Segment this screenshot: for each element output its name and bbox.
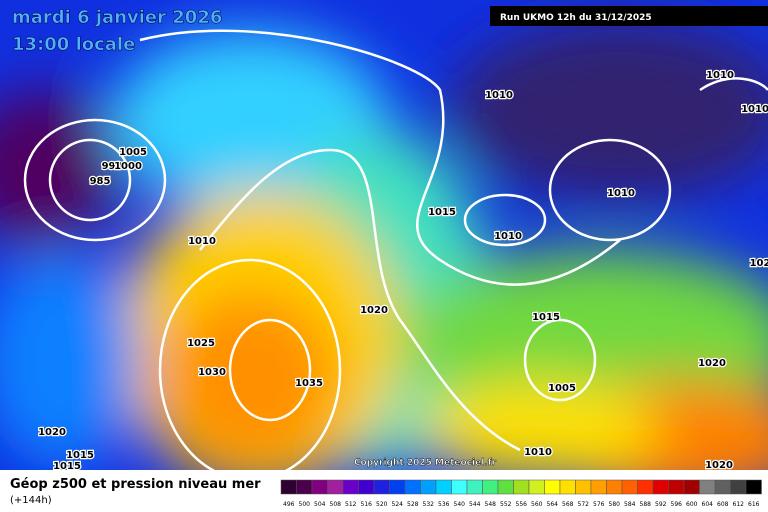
color-swatch <box>327 479 344 495</box>
copyright: Copyright 2025 Meteociel.fr <box>354 458 497 468</box>
color-swatch <box>296 479 313 495</box>
color-swatch <box>730 479 747 495</box>
level-label: 496 <box>283 501 295 508</box>
isobar-label: 1015 <box>428 207 456 218</box>
color-swatch <box>606 479 623 495</box>
isobar-label: 1010 <box>706 70 734 81</box>
isobar-label: 1020 <box>360 305 388 316</box>
color-swatch <box>683 479 700 495</box>
color-swatch <box>389 479 406 495</box>
level-label: 588 <box>640 501 652 508</box>
color-swatch <box>404 479 421 495</box>
color-swatch <box>311 479 328 495</box>
level-label: 516 <box>361 501 373 508</box>
color-swatch <box>497 479 514 495</box>
color-swatch <box>358 479 375 495</box>
isobar-label: 1015 <box>53 461 81 472</box>
color-swatch <box>544 479 561 495</box>
isobar-label: 1020 <box>698 358 726 369</box>
level-label: 580 <box>609 501 621 508</box>
level-label: 540 <box>454 501 466 508</box>
color-swatch <box>280 479 297 495</box>
isobar-label: 1005 <box>119 147 147 158</box>
field <box>0 0 768 500</box>
level-label: 616 <box>748 501 760 508</box>
isobar-label: 985 <box>90 176 111 187</box>
footer-title: Géop z500 et pression niveau mer <box>10 477 261 492</box>
color-swatch <box>559 479 576 495</box>
color-swatch <box>668 479 685 495</box>
level-label: 604 <box>702 501 714 508</box>
level-label: 572 <box>578 501 590 508</box>
isobar-label: 1035 <box>295 378 323 389</box>
footer-lead: (+144h) <box>10 495 52 506</box>
isobar-label: 1020 <box>705 460 733 471</box>
isobar-label: 1010 <box>607 188 635 199</box>
color-swatch <box>482 479 499 495</box>
color-swatch <box>745 479 762 495</box>
level-label: 568 <box>562 501 574 508</box>
isobar-label: 1010 <box>485 90 513 101</box>
level-label: 532 <box>423 501 435 508</box>
color-swatch <box>466 479 483 495</box>
level-label: 592 <box>655 501 667 508</box>
isobar-label: 1025 <box>187 338 215 349</box>
isobar-label: 1015 <box>532 312 560 323</box>
level-label: 544 <box>469 501 481 508</box>
level-label: 520 <box>376 501 388 508</box>
isobar-label: 1010 <box>494 231 522 242</box>
isobar-label: 1030 <box>198 367 226 378</box>
level-label: 584 <box>624 501 636 508</box>
level-label: 596 <box>671 501 683 508</box>
color-swatch <box>621 479 638 495</box>
level-label: 552 <box>500 501 512 508</box>
color-swatch <box>342 479 359 495</box>
isobar-label: 1015 <box>66 450 94 461</box>
level-label: 504 <box>314 501 326 508</box>
level-label: 528 <box>407 501 419 508</box>
level-label: 508 <box>330 501 342 508</box>
level-label: 524 <box>392 501 404 508</box>
isobar-label: 1000 <box>114 161 142 172</box>
color-swatch <box>435 479 452 495</box>
color-swatch <box>699 479 716 495</box>
colorbar: 496 500 504 508 512 516 520 524 528 532 536 540 544 5… <box>280 479 762 508</box>
isobar-labels: 1005 990 985 1000 1010 1025 1030 1035 10… <box>37 69 768 474</box>
level-label: 576 <box>593 501 605 508</box>
isobar-label: 990 <box>102 161 123 172</box>
level-label: 556 <box>516 501 528 508</box>
color-swatch <box>513 479 530 495</box>
level-label: 500 <box>299 501 311 508</box>
level-label: 564 <box>547 501 559 508</box>
level-label: 548 <box>485 501 497 508</box>
isobar-label: 1020 <box>38 427 66 438</box>
color-swatch <box>590 479 607 495</box>
isobar-label: 1005 <box>548 383 576 394</box>
color-swatch <box>528 479 545 495</box>
date: mardi 6 janvier 2026 <box>12 7 222 28</box>
level-label: 536 <box>438 501 450 508</box>
run: Run UKMO 12h du 31/12/2025 <box>500 13 652 23</box>
level-label: 612 <box>733 501 745 508</box>
level-label: 600 <box>686 501 698 508</box>
level-label: 608 <box>717 501 729 508</box>
isobar-label: 1010 <box>524 447 552 458</box>
color-swatch <box>714 479 731 495</box>
color-swatch <box>652 479 669 495</box>
level-label: 512 <box>345 501 357 508</box>
color-swatch <box>373 479 390 495</box>
color-swatch <box>637 479 654 495</box>
isobar-label: 1010 <box>741 104 768 115</box>
level-label: 560 <box>531 501 543 508</box>
color-swatch <box>420 479 437 495</box>
isobar-label: 1010 <box>188 236 216 247</box>
color-swatch <box>575 479 592 495</box>
isobar-label: 102 <box>750 258 768 269</box>
color-swatch <box>451 479 468 495</box>
time: 13:00 locale <box>12 34 135 55</box>
run-box <box>490 6 768 26</box>
